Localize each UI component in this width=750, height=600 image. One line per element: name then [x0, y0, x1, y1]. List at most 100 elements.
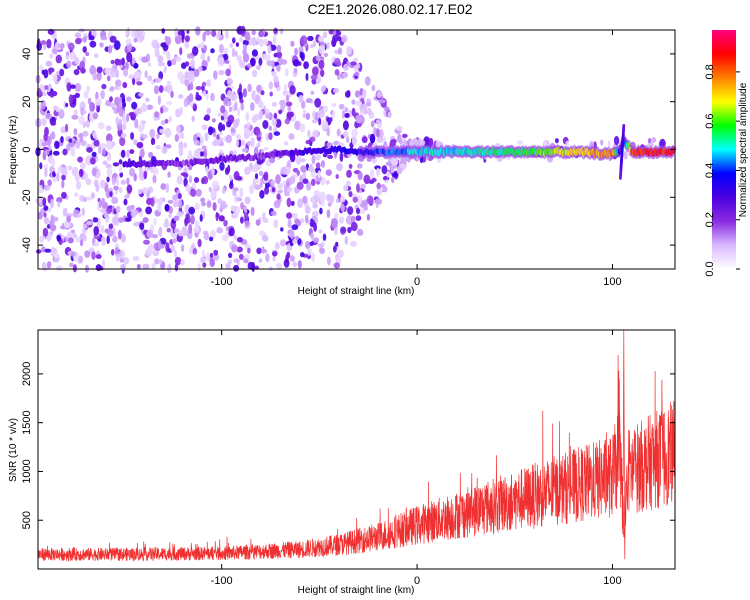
- heatmap-cell: [228, 106, 233, 113]
- heatmap-cell: [41, 69, 45, 75]
- heatmap-cell: [165, 36, 172, 46]
- heatmap-cell: [183, 172, 189, 178]
- heatmap-cell: [250, 206, 255, 216]
- heatmap-cell: [73, 128, 78, 136]
- heatmap-cell: [152, 250, 160, 257]
- heatmap-cell: [46, 38, 52, 49]
- heatmap-cell: [96, 71, 102, 81]
- heatmap-cell: [232, 37, 236, 44]
- heatmap-cell: [75, 236, 81, 243]
- heatmap-cell: [68, 138, 73, 143]
- heatmap-cell: [266, 60, 274, 67]
- heatmap-cell: [126, 96, 132, 102]
- heatmap-cell: [157, 55, 164, 64]
- heatmap-cell: [319, 247, 325, 253]
- heatmap-cell: [193, 149, 201, 158]
- heatmap-cell: [376, 167, 380, 177]
- heatmap-cell: [292, 261, 298, 268]
- heatmap-cell: [154, 111, 160, 118]
- heatmap-cell: [115, 253, 120, 262]
- heatmap-cell: [232, 211, 239, 219]
- heatmap-cell: [224, 30, 229, 40]
- heatmap-cell: [300, 217, 305, 224]
- heatmap-cell: [269, 91, 273, 97]
- heatmap-cell: [305, 139, 311, 145]
- heatmap-cell: [220, 105, 226, 114]
- heatmap-cell: [154, 77, 162, 84]
- heatmap-cell: [251, 115, 257, 124]
- heatmap-cell: [305, 73, 309, 81]
- heatmap-cell: [177, 199, 183, 209]
- heatmap-cell: [300, 165, 307, 173]
- heatmap-cell: [86, 85, 91, 93]
- heatmap-cell: [50, 198, 54, 209]
- heatmap-cell: [130, 208, 137, 218]
- heatmap-cell: [204, 114, 211, 121]
- heatmap-cell: [274, 242, 280, 250]
- snr-panel: -100 0 100 500 1000 1500 2000 Height of strai…: [8, 329, 676, 596]
- heatmap-cell: [164, 127, 172, 138]
- heatmap-cell: [74, 209, 80, 214]
- heatmap-cell: [346, 136, 350, 144]
- heatmap-cell: [218, 69, 225, 76]
- snr-y-tick-label-1: 1000: [21, 459, 33, 483]
- heatmap-cell: [113, 185, 119, 191]
- heatmap-cell: [334, 30, 342, 37]
- heatmap-cell: [383, 186, 388, 193]
- heatmap-cell: [277, 189, 284, 194]
- heatmap-cell: [111, 177, 116, 186]
- heatmap-cell: [228, 227, 235, 237]
- heatmap-cell: [309, 163, 313, 171]
- heatmap-cell: [77, 156, 83, 163]
- heatmap-cell: [307, 129, 311, 138]
- heatmap-cell: [391, 158, 399, 166]
- heatmap-cell: [92, 217, 99, 223]
- heatmap-cell: [177, 30, 185, 36]
- heatmap-cell: [181, 244, 185, 252]
- heatmap-cell: [79, 60, 86, 70]
- heatmap-cell: [174, 256, 182, 266]
- heatmap-cell: [312, 210, 319, 217]
- heatmap-cell: [355, 114, 363, 124]
- heatmap-cell: [322, 84, 327, 91]
- heatmap-cell: [107, 75, 111, 82]
- heatmap-cell: [352, 57, 359, 62]
- heatmap-cell: [219, 161, 225, 171]
- heatmap-cell: [271, 71, 277, 76]
- heatmap-cell: [331, 102, 337, 108]
- heatmap-cell: [201, 124, 208, 131]
- heatmap-cell: [246, 121, 251, 129]
- heatmap-cell: [93, 241, 100, 247]
- heatmap-cell: [92, 72, 97, 81]
- heatmap-cell: [294, 67, 298, 74]
- heatmap-cell: [225, 262, 231, 270]
- heatmap-cell: [206, 200, 212, 208]
- heatmap-cell: [39, 235, 45, 243]
- heatmap-cell: [120, 149, 126, 158]
- heatmap-cell: [61, 167, 68, 178]
- heatmap-cell: [263, 53, 271, 61]
- heatmap-cell: [284, 118, 290, 125]
- heatmap-cell: [163, 86, 170, 92]
- heatmap-cell: [66, 82, 72, 92]
- heatmap-cell: [178, 94, 184, 99]
- heatmap-cell: [100, 36, 108, 41]
- heatmap-cell: [121, 133, 127, 139]
- heatmap-cell: [91, 167, 97, 177]
- heatmap-cell: [312, 203, 319, 209]
- heatmap-cell: [307, 248, 312, 256]
- heatmap-cell: [208, 186, 212, 193]
- heatmap-cell: [218, 215, 225, 222]
- heatmap-cell: [258, 57, 263, 66]
- heatmap-cell: [126, 52, 133, 63]
- heatmap-cell: [268, 132, 273, 140]
- heatmap-cell: [311, 119, 318, 124]
- heatmap-x-tick-label-0: -100: [211, 276, 233, 288]
- heatmap-cell: [369, 133, 376, 144]
- heatmap-cell: [117, 229, 122, 240]
- heatmap-cell: [211, 166, 215, 177]
- snr-x-tick-label-1: 0: [414, 575, 420, 587]
- heatmap-cell: [276, 262, 282, 271]
- heatmap-cell: [347, 226, 352, 234]
- heatmap-cell: [72, 264, 77, 273]
